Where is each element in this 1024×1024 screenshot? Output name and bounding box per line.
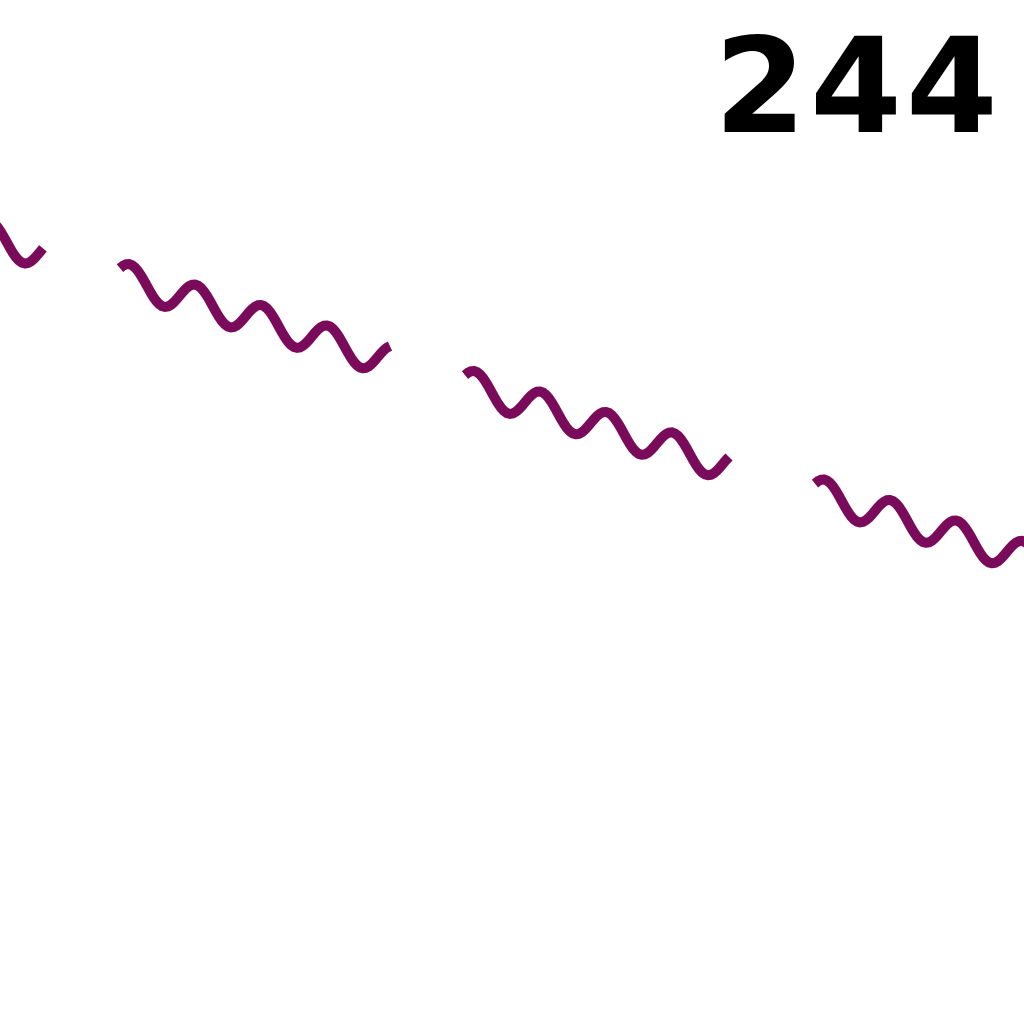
boundary-segment [116, 259, 393, 374]
map-label: 244 [714, 10, 1002, 164]
boundary-segment [0, 222, 47, 269]
boundary-segment [811, 474, 1024, 569]
boundary-segment [461, 365, 733, 481]
boundary-line [0, 222, 1024, 569]
